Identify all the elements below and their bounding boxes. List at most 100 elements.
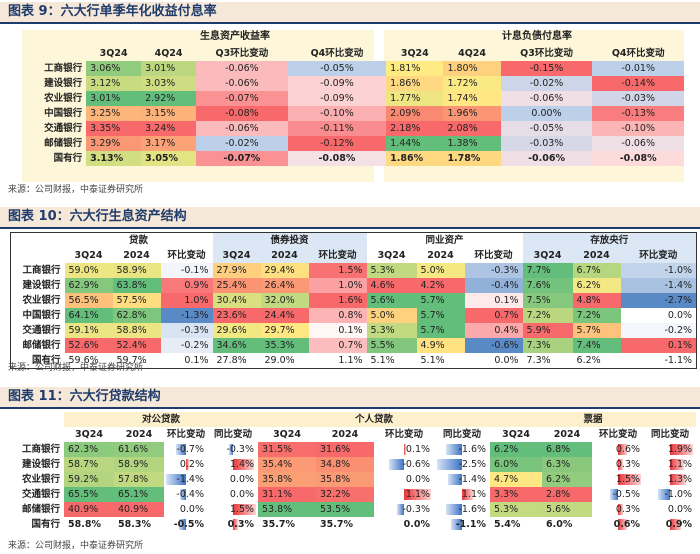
fig10-cell: 7.3% [522,353,573,369]
fig10-cell: 1.0% [160,293,213,308]
fig11-cell-text: 0.0% [229,474,255,485]
fig10-cell: 4.8% [572,293,621,308]
fig11-databar [178,519,186,530]
fig10-cell: 1.6% [308,293,367,308]
fig11-cell: 0.0% [644,502,696,517]
fig11-cell: 57.8% [114,472,164,487]
fig11-cell: 1.4% [208,457,258,472]
fig11-cell: -0.3% [208,442,258,457]
fig10-cell: -0.2% [620,323,697,338]
fig11-cell: 34.8% [316,457,375,472]
fig11-cell-text: 1.5% [615,474,641,485]
fig11-cell: 35.8% [316,472,375,487]
fig11-row: 建设银行 58.7% 58.9% 0.2% 1.4% 35.4% 34.8% -0.6% -2.… [10,457,696,472]
fig11-cell-text: 1.1% [461,489,487,500]
fig11-cell: -1.4% [164,472,208,487]
fig11-databar [233,504,256,515]
fig10-row-label: 工商银行 [22,265,61,276]
fig10-row-label: 国有行 [31,355,61,366]
fig9-col-header: 3Q24 [99,48,128,59]
fig9-cell: 1.86% [386,76,444,91]
fig9-row-label: 国有行 [53,153,83,164]
fig10-cell: 59.1% [64,323,113,338]
fig9-cell: -0.06% [500,151,593,166]
fig9-cell: 1.74% [443,91,501,106]
fig10-cell: -1.3% [160,308,213,323]
fig11-cell: 3.3% [490,487,543,502]
fig11-row: 邮储银行 40.9% 40.9% 0.0% 1.5% 53.8% 53.5% -0.3% -1.… [10,502,696,517]
fig11-row-label: 邮储银行 [21,504,60,515]
fig11-cell: 0.3% [208,517,258,532]
fig10-cell: 5.9% [522,323,573,338]
fig10-cell: -2.7% [620,293,697,308]
fig9-cell: 3.24% [141,121,197,136]
fig10-title: 图表 10：六大行生息资产结构 [0,207,700,229]
fig10-cell: 62.8% [112,308,161,323]
fig9-cell: 2.09% [386,106,444,121]
fig11-header-row: 3Q24 2024 环比变动 同比变动 3Q24 2024 环比变动 同比变动 3Q24 2024… [10,427,696,442]
fig9-cell: -0.08% [287,151,387,166]
fig11-title: 图表 11：六大行贷款结构 [0,387,700,409]
fig11-col-header: 2024 [125,429,153,440]
fig11-cell: 5.6% [542,502,593,517]
fig9-cell: -0.05% [287,61,387,76]
fig11-cell-text: 0.3% [615,459,641,470]
fig11-cell-text: -1.6% [458,444,487,455]
fig11-cell-text: 1.1% [667,459,693,470]
fig11-cell-text: 0.0% [405,474,431,485]
fig11-row-label: 农业银行 [21,474,60,485]
fig9-row-label: 邮储银行 [44,138,83,149]
fig11-cell: 0.1% [374,442,434,457]
fig11-cell: 0.2% [164,457,208,472]
fig9-cell: -0.03% [500,136,593,151]
fig9-cell: 3.29% [86,136,142,151]
fig10-col-header: 环比变动 [308,248,367,263]
fig9-cell: -0.11% [287,121,387,136]
fig10-col-header: 3Q24 [212,248,261,263]
fig10-cell: 0.4% [464,323,523,338]
fig11-cell-text: 0.9% [665,519,693,530]
fig9-source: 来源：公司财报，中泰证券研究所 [8,185,144,195]
fig11-cell: 58.3% [114,517,164,532]
fig11-cell: 53.8% [258,502,317,517]
fig10-col-header: 3Q24 [377,250,406,261]
fig11-cell: 31.6% [316,442,375,457]
fig11-row: 交通银行 65.5% 65.1% -0.4% 0.0% 31.1% 32.2% 1.1% 1.1… [10,487,696,502]
fig9-row-label: 交通银行 [44,123,83,134]
fig9-cell: 1.80% [443,61,501,76]
fig11-databar [670,444,694,455]
fig9-row: 国有行 3.13% 3.05% -0.07% -0.08% 1.86% 1.78% -0.06… [22,151,684,166]
fig10-col-header: 2024 [260,248,309,263]
fig10-cell: 5.0% [366,308,417,323]
fig10-cell: 6.2% [572,353,621,369]
fig10-header-row: 3Q24 2024 环比变动 3Q24 2024 环比变动 3Q24 2024 环比变动 3Q24… [11,248,697,263]
fig10-cell: 7.2% [572,308,621,323]
fig11-databar [233,519,238,530]
fig9-cell: -0.10% [287,106,387,121]
fig11-cell: -1.0% [644,487,696,502]
fig11-cell: 58.9% [114,457,164,472]
fig10-cell: 25.4% [212,278,261,293]
fig11-cell-text: -1.0% [664,489,693,500]
fig11-row-label: 建设银行 [21,459,60,470]
fig10-cell: 5.6% [366,293,417,308]
fig11-databar [450,519,463,530]
fig11-cell: 5.3% [490,502,543,517]
fig10-group-header: 债券投资 [212,232,367,248]
fig11-databar [447,474,463,485]
fig9-title: 图表 9：六大行单季年化收益付息率 [0,2,700,24]
fig10-cell: 7.2% [522,308,573,323]
fig9-cell: -0.07% [196,91,288,106]
fig9-cell: 3.15% [141,106,197,121]
fig10-cell: 4.9% [416,338,465,353]
fig10-cell: 27.8% [212,353,261,369]
fig11-row-label: 国有行 [31,519,60,530]
fig11-databar [610,489,619,500]
fig11-cell-text: -0.3% [402,504,431,515]
fig10-cell: 1.5% [308,263,367,278]
fig11-cell-text: -2.5% [458,459,487,470]
fig10-cell: 5.0% [416,263,465,278]
fig10-cell: 1.1% [308,353,367,369]
fig11-cell-text: -1.6% [458,504,487,515]
fig11-databar [670,459,684,470]
